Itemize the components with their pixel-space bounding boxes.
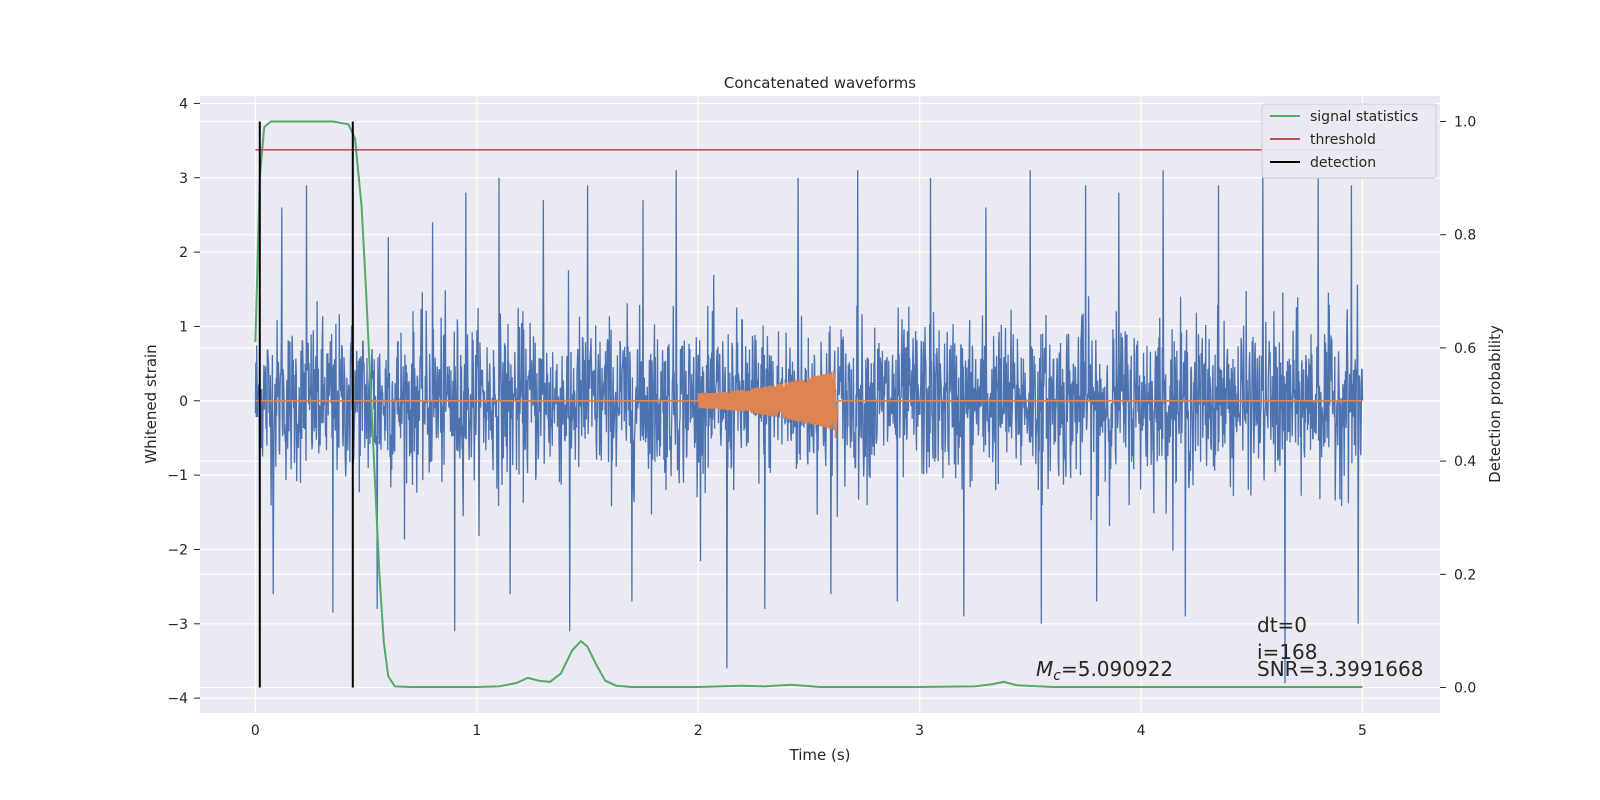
y-tick-label-2: −2 (167, 542, 188, 558)
chirp-mass-symbol: M (1036, 657, 1053, 681)
y2-tick-label-5: 1.0 (1454, 114, 1476, 130)
y-tick-label-1: −3 (167, 617, 188, 633)
y-tick-label-8: 4 (179, 96, 188, 112)
y2-tick-label-4: 0.8 (1454, 228, 1476, 244)
axis-ticks: 0 1 2 3 4 5 −4 −3 −2 −1 0 1 2 3 4 0.0 0.2 0.4 0.6 0.8 1.0 (167, 96, 1476, 739)
x-tick-label-1: 1 (472, 723, 481, 739)
y-tick-label-3: −1 (167, 468, 188, 484)
x-axis-label: Time (s) (789, 746, 851, 764)
x-tick-label-3: 3 (915, 723, 924, 739)
y2-tick-label-2: 0.4 (1454, 454, 1476, 470)
legend-label-signal-statistics: signal statistics (1310, 109, 1418, 125)
y2-tick-label-0: 0.0 (1454, 681, 1476, 697)
chart-marks (254, 120, 1385, 688)
legend: signal statistics threshold detection (1261, 103, 1437, 179)
legend-label-threshold: threshold (1310, 132, 1376, 148)
y-tick-label-5: 1 (179, 319, 188, 335)
chirp-mass-annotation: Mc=5.090922 (1036, 657, 1173, 684)
index-annotation: i=168 (1257, 640, 1318, 664)
y-tick-label-6: 2 (179, 245, 188, 261)
annotations: Mc=5.090922 dt=0 i=168 SNR=3.3991668 (1036, 613, 1423, 684)
y-tick-label-4: 0 (179, 394, 188, 410)
x-tick-label-0: 0 (251, 723, 260, 739)
x-tick-label-2: 2 (694, 723, 703, 739)
chirp-waveform-line (255, 371, 1363, 438)
chart-title: Concatenated waveforms (724, 74, 916, 92)
legend-box (1261, 103, 1437, 179)
chirp-mass-subscript: c (1053, 668, 1061, 684)
y2-axis-label: Detection probability (1486, 325, 1504, 483)
chirp-mass-value: =5.090922 (1061, 657, 1173, 681)
y2-tick-label-3: 0.6 (1454, 341, 1476, 357)
y-tick-label-0: −4 (167, 691, 188, 707)
signal-statistics-line (254, 120, 1363, 688)
x-tick-label-5: 5 (1358, 723, 1367, 739)
snr-annotation: SNR=3.3991668 (1257, 657, 1423, 681)
y-tick-label-7: 3 (179, 171, 188, 187)
y2-tick-label-1: 0.2 (1454, 567, 1476, 583)
y-axis-label: Whitened strain (142, 344, 160, 463)
x-tick-label-4: 4 (1137, 723, 1146, 739)
legend-label-detection: detection (1310, 155, 1376, 171)
dt-annotation: dt=0 (1257, 613, 1307, 637)
